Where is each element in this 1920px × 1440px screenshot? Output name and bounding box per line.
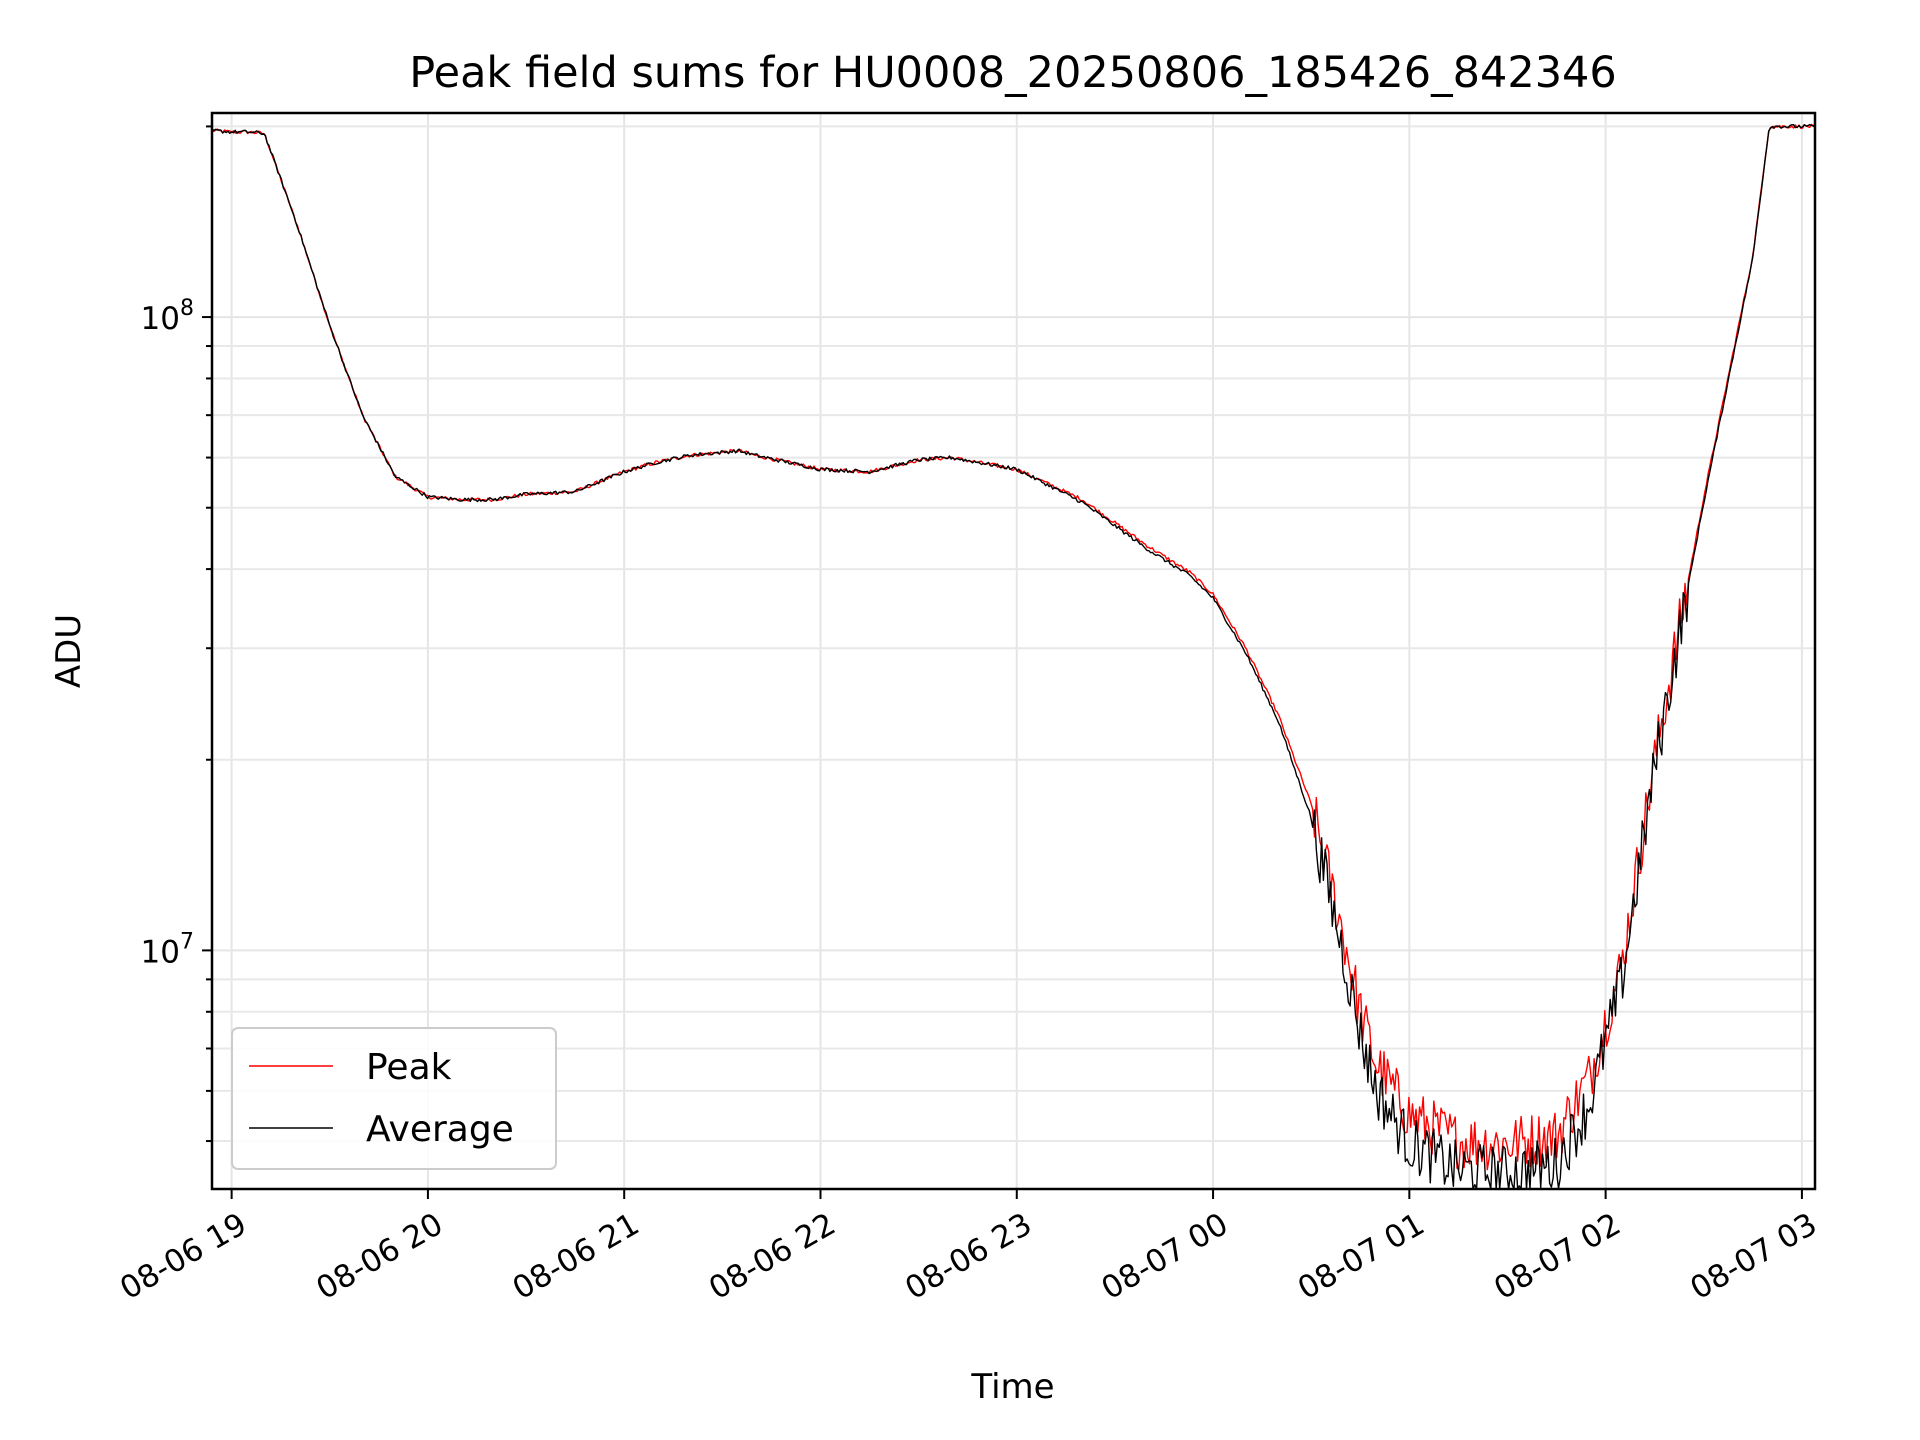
plot-frame bbox=[210, 111, 1817, 1191]
y-tick-label: 108 bbox=[141, 296, 194, 337]
x-axis-label: Time bbox=[970, 1367, 1054, 1407]
legend: Peak Average bbox=[231, 1027, 557, 1170]
y-axis: 107 108 bbox=[141, 125, 212, 1143]
legend-box bbox=[231, 1027, 557, 1170]
y-tick-label: 107 bbox=[141, 929, 194, 970]
series-line-peak bbox=[211, 123, 1816, 1171]
series-group bbox=[211, 123, 1816, 1190]
legend-label-peak: Peak bbox=[366, 1047, 452, 1088]
y-axis-label: ADU bbox=[49, 614, 89, 688]
chart-title: Peak field sums for HU0008_20250806_1854… bbox=[409, 48, 1617, 98]
series-line-average bbox=[211, 123, 1816, 1190]
legend-label-average: Average bbox=[366, 1109, 514, 1150]
